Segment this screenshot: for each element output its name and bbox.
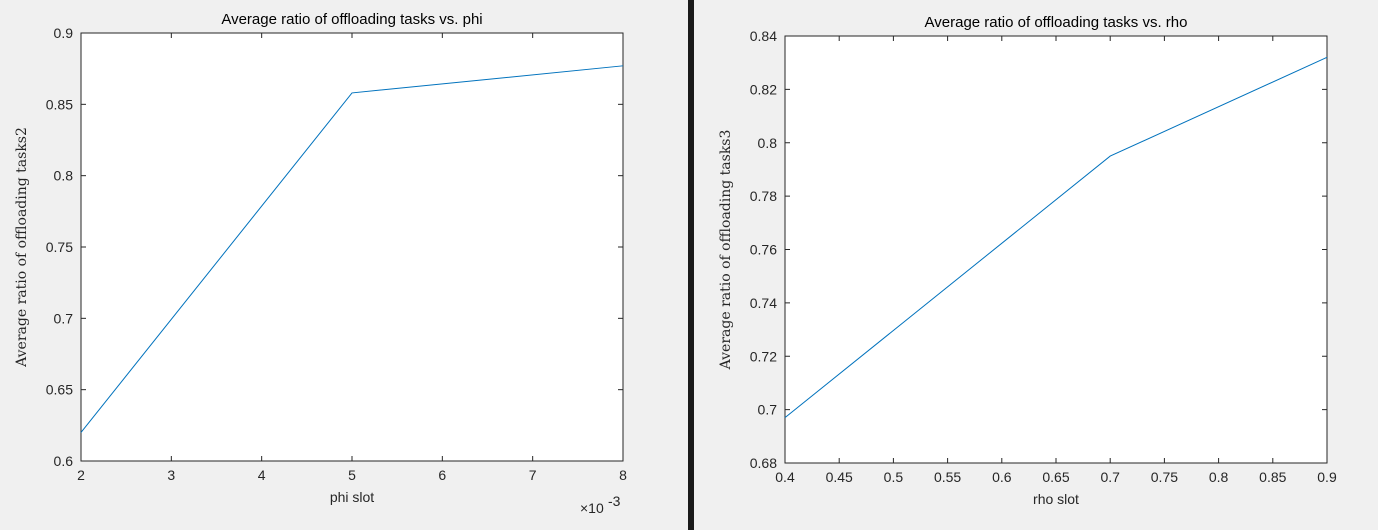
series-line xyxy=(784,56,1328,419)
y-tick-label: 0.84 xyxy=(750,28,777,44)
x-tick-label: 0.55 xyxy=(934,469,961,485)
x-tick-label: 4 xyxy=(258,467,266,483)
y-tick-label: 0.82 xyxy=(750,81,777,97)
y-tick-label: 0.85 xyxy=(46,96,73,112)
x-tick-label: 0.5 xyxy=(884,469,904,485)
x-tick-label: 0.6 xyxy=(992,469,1012,485)
y-tick-label: 0.8 xyxy=(54,168,74,184)
y-tick-label: 0.74 xyxy=(750,295,777,311)
x-tick-label: 7 xyxy=(529,467,537,483)
y-tick-label: 0.75 xyxy=(46,239,73,255)
x-tick-label: 0.4 xyxy=(775,469,795,485)
x-axis-label: phi slot xyxy=(330,489,374,505)
plot-area xyxy=(81,33,623,461)
x-tick-label: 0.65 xyxy=(1042,469,1069,485)
x-tick-label: 5 xyxy=(348,467,356,483)
y-tick-label: 0.6 xyxy=(54,453,74,469)
x-tick-label: 0.8 xyxy=(1209,469,1229,485)
x-tick-label: 0.7 xyxy=(1100,469,1120,485)
y-axis-label: Average ratio of offloading tasks3 xyxy=(718,130,734,371)
chart-rho: Average ratio of offloading tasks vs. rh… xyxy=(718,14,1337,507)
chart-phi: Average ratio of offloading tasks vs. ph… xyxy=(14,11,627,516)
x-tick-label: 8 xyxy=(619,467,627,483)
x-exponent-power: -3 xyxy=(608,493,621,509)
axes-box xyxy=(784,35,1328,464)
series-line xyxy=(80,65,624,433)
x-tick-label: 0.85 xyxy=(1259,469,1286,485)
y-tick-label: 0.9 xyxy=(54,25,74,41)
figure-window-phi: Average ratio of offloading tasks vs. ph… xyxy=(0,0,688,530)
x-tick-label: 6 xyxy=(438,467,446,483)
y-tick-label: 0.78 xyxy=(750,188,777,204)
x-tick-label: 3 xyxy=(167,467,175,483)
x-tick-label: 0.75 xyxy=(1151,469,1178,485)
x-tick-label: 2 xyxy=(77,467,85,483)
y-tick-label: 0.76 xyxy=(750,242,777,258)
y-tick-label: 0.68 xyxy=(750,455,777,471)
y-tick-label: 0.7 xyxy=(758,402,778,418)
plot-area xyxy=(785,36,1327,463)
y-tick-label: 0.72 xyxy=(750,348,777,364)
window-divider xyxy=(688,0,694,530)
figure-window-rho: Average ratio of offloading tasks vs. rh… xyxy=(694,0,1378,530)
x-tick-label: 0.9 xyxy=(1317,469,1337,485)
x-axis-label: rho slot xyxy=(1033,491,1079,507)
chart-title: Average ratio of offloading tasks vs. rh… xyxy=(925,14,1188,31)
axes-box xyxy=(80,32,624,462)
y-axis-label: Average ratio of offloading tasks2 xyxy=(14,127,30,368)
y-tick-label: 0.7 xyxy=(54,310,74,326)
y-tick-label: 0.8 xyxy=(758,135,778,151)
x-exponent-label: ×10 xyxy=(580,500,604,516)
chart-title: Average ratio of offloading tasks vs. ph… xyxy=(221,11,482,28)
y-tick-label: 0.65 xyxy=(46,382,73,398)
x-tick-label: 0.45 xyxy=(826,469,853,485)
